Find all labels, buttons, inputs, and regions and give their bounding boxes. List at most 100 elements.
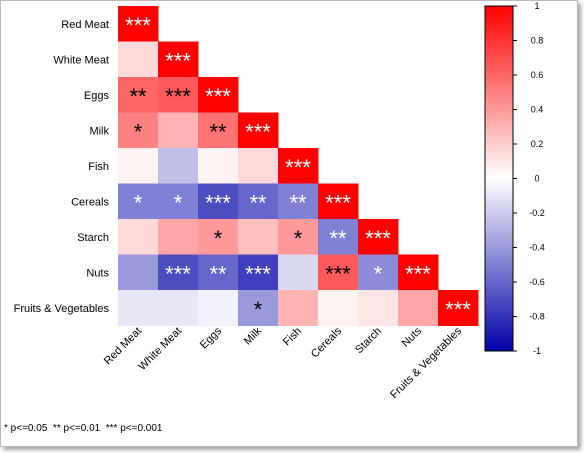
y-axis-labels: Red Meat White Meat Eggs Milk Fish Cereals Sta… [14, 19, 110, 315]
y-tick-label: Fish [88, 161, 109, 173]
colorbar-tick-label: -0.8 [529, 312, 545, 322]
significance-stars: *** [245, 119, 271, 144]
heatmap-cell [398, 254, 439, 291]
colorbar-gradient [484, 5, 514, 352]
heatmap-cell [358, 254, 399, 291]
heatmap-cell [238, 254, 279, 291]
significance-stars: *** [285, 155, 311, 180]
heatmap-cell [158, 112, 199, 149]
significance-stars: *** [445, 297, 471, 322]
significance-stars: * [174, 190, 183, 215]
heatmap-cell [158, 290, 199, 326]
y-tick-label: Cereals [71, 196, 109, 208]
heatmap-cell [238, 290, 279, 326]
significance-stars: * [294, 226, 303, 251]
heatmap-cell [278, 290, 319, 326]
significance-stars: *** [165, 48, 191, 73]
heatmap-cell [238, 112, 279, 149]
significance-stars: ** [209, 119, 227, 144]
heatmap-cell [398, 290, 439, 326]
heatmap-cell [198, 148, 239, 184]
x-tick-label: Red Meat [102, 325, 144, 367]
colorbar-tick-label: 0.4 [531, 105, 544, 115]
x-tick-label: Cereals [309, 325, 345, 361]
colorbar-tick-label: -1 [533, 346, 541, 356]
significance-stars: *** [205, 84, 231, 109]
heatmap-cell [118, 290, 159, 326]
significance-stars: *** [165, 261, 191, 286]
significance-stars: *** [165, 84, 191, 109]
colorbar: 1 0.8 0.6 0.4 0.2 0 -0.2 -0.4 -0.6 -0.8 -1 [484, 1, 545, 356]
colorbar-tick-label: 0.2 [531, 139, 544, 149]
heatmap-cell [198, 219, 239, 255]
heatmap-cell [358, 219, 399, 255]
colorbar-tick-label: 0.6 [531, 70, 544, 80]
significance-stars: ** [129, 84, 147, 109]
y-tick-label: Milk [89, 125, 109, 137]
heatmap-cell [278, 183, 319, 220]
x-tick-label: Nuts [400, 325, 425, 350]
significance-stars: *** [365, 226, 391, 251]
x-tick-label: Starch [353, 325, 384, 356]
heatmap-cell [118, 41, 159, 78]
heatmap-cell [158, 254, 199, 291]
heatmap-cell [198, 77, 239, 113]
heatmap-cell [198, 112, 239, 149]
significance-stars: * [254, 297, 263, 322]
heatmap-cell [318, 183, 359, 220]
significance-stars: ** [329, 226, 347, 251]
heatmap-cell [118, 112, 159, 149]
significance-stars: * [134, 190, 143, 215]
heatmap-cell [278, 254, 319, 291]
y-tick-label: White Meat [53, 54, 109, 66]
colorbar-tick-label: 1 [534, 1, 539, 11]
x-tick-label: Eggs [198, 325, 225, 352]
x-tick-label: Fruits & Vegetables [388, 325, 464, 401]
heatmap-cell [358, 290, 399, 326]
y-tick-label: Fruits & Vegetables [14, 303, 110, 315]
significance-stars: *** [245, 261, 271, 286]
heatmap-cell [118, 6, 159, 42]
significance-footnote: * p<=0.05 ** p<=0.01 *** p<=0.001 [4, 423, 163, 434]
y-tick-label: Red Meat [61, 19, 109, 31]
significance-stars: *** [325, 190, 351, 215]
heatmap-cell [118, 219, 159, 255]
heatmap-cell [238, 219, 279, 255]
y-tick-label: Starch [77, 232, 109, 244]
heatmap-cell [158, 77, 199, 113]
x-tick-label: Milk [242, 325, 265, 348]
heatmap-cell [158, 148, 199, 184]
significance-stars: *** [405, 261, 431, 286]
significance-stars: *** [325, 261, 351, 286]
heatmap-cell [158, 183, 199, 220]
colorbar-tick-label: -0.6 [529, 277, 545, 287]
y-tick-label: Nuts [86, 267, 109, 279]
significance-stars: *** [205, 190, 231, 215]
heatmap-cell [118, 148, 159, 184]
significance-stars: ** [209, 261, 227, 286]
colorbar-tick-label: -0.4 [529, 243, 545, 253]
heatmap-cell [238, 183, 279, 220]
significance-stars: *** [125, 13, 151, 38]
colorbar-tick-label: -0.2 [529, 208, 545, 218]
heatmap-cell [198, 290, 239, 326]
colorbar-tick-label: 0 [534, 174, 539, 184]
heatmap-cell [198, 254, 239, 291]
heatmap-cell [318, 290, 359, 326]
heatmap-cell [318, 254, 359, 291]
significance-stars: ** [289, 190, 307, 215]
heatmap-cell [118, 77, 159, 113]
heatmap-cell [118, 183, 159, 220]
significance-stars: * [214, 226, 223, 251]
y-tick-label: Eggs [84, 90, 110, 102]
colorbar-tick-label: 0.8 [531, 36, 544, 46]
x-tick-label: White Meat [136, 325, 184, 373]
heatmap-cell [438, 290, 479, 326]
x-tick-label: Fish [281, 325, 304, 348]
significance-stars: ** [249, 190, 267, 215]
heatmap-cell [158, 219, 199, 255]
heatmap-cells: ******** *** **** ** ******* * *** ** ** **** * ** *… [118, 6, 479, 326]
heatmap-cell [238, 148, 279, 184]
